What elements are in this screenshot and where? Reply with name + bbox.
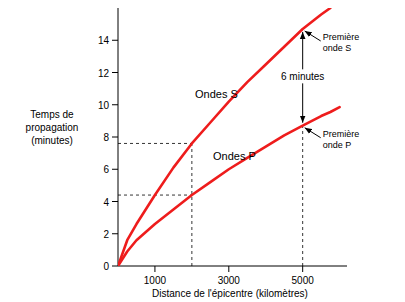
series-label: Ondes P <box>213 150 256 162</box>
annotation-text: 6 minutes <box>281 71 324 82</box>
y-axis-label: Temps de <box>30 109 74 120</box>
y-axis-label: (minutes) <box>31 135 73 146</box>
annotation-arrow <box>305 128 321 138</box>
x-tick-label: 1000 <box>144 275 167 286</box>
y-tick <box>112 266 118 267</box>
y-tick <box>112 233 118 234</box>
dashed-line <box>118 143 192 144</box>
y-tick <box>112 40 118 41</box>
x-tick <box>228 266 229 272</box>
y-tick <box>112 169 118 170</box>
series-group <box>118 8 340 266</box>
x-tick <box>302 266 303 272</box>
x-axis <box>118 266 347 267</box>
y-tick-label: 4 <box>103 197 109 208</box>
dashed-line <box>302 126 303 266</box>
x-tick-label: 5000 <box>292 275 315 286</box>
x-tick-label: 3000 <box>218 275 241 286</box>
y-axis-label: propagation <box>26 122 79 133</box>
annotation-text: onde P <box>323 140 352 150</box>
y-tick-label: 12 <box>98 68 110 79</box>
y-tick <box>112 137 118 138</box>
annotation-text: Première <box>323 32 360 42</box>
annotation-text: Première <box>323 129 360 139</box>
y-tick-label: 14 <box>98 35 110 46</box>
x-tick <box>154 266 155 272</box>
y-tick <box>112 201 118 202</box>
y-tick-label: 0 <box>103 261 109 272</box>
x-axis-label: Distance de l'épicentre (kilomètres) <box>152 288 308 299</box>
y-tick <box>112 72 118 73</box>
y-tick-label: 10 <box>98 100 110 111</box>
series-line <box>118 107 340 266</box>
chart: 0 2 4 6 8 10 12 14 1000 3000 5000 Distance de l'épi… <box>0 0 405 302</box>
label-bg <box>279 69 327 83</box>
y-tick-label: 8 <box>103 132 109 143</box>
y-tick-label: 6 <box>103 164 109 175</box>
series-label: Ondes S <box>195 88 238 100</box>
y-tick <box>112 104 118 105</box>
annotation-text: onde S <box>323 43 352 53</box>
annotation-arrow <box>305 31 321 41</box>
dashed-line <box>191 143 192 266</box>
y-tick-label: 2 <box>103 229 109 240</box>
